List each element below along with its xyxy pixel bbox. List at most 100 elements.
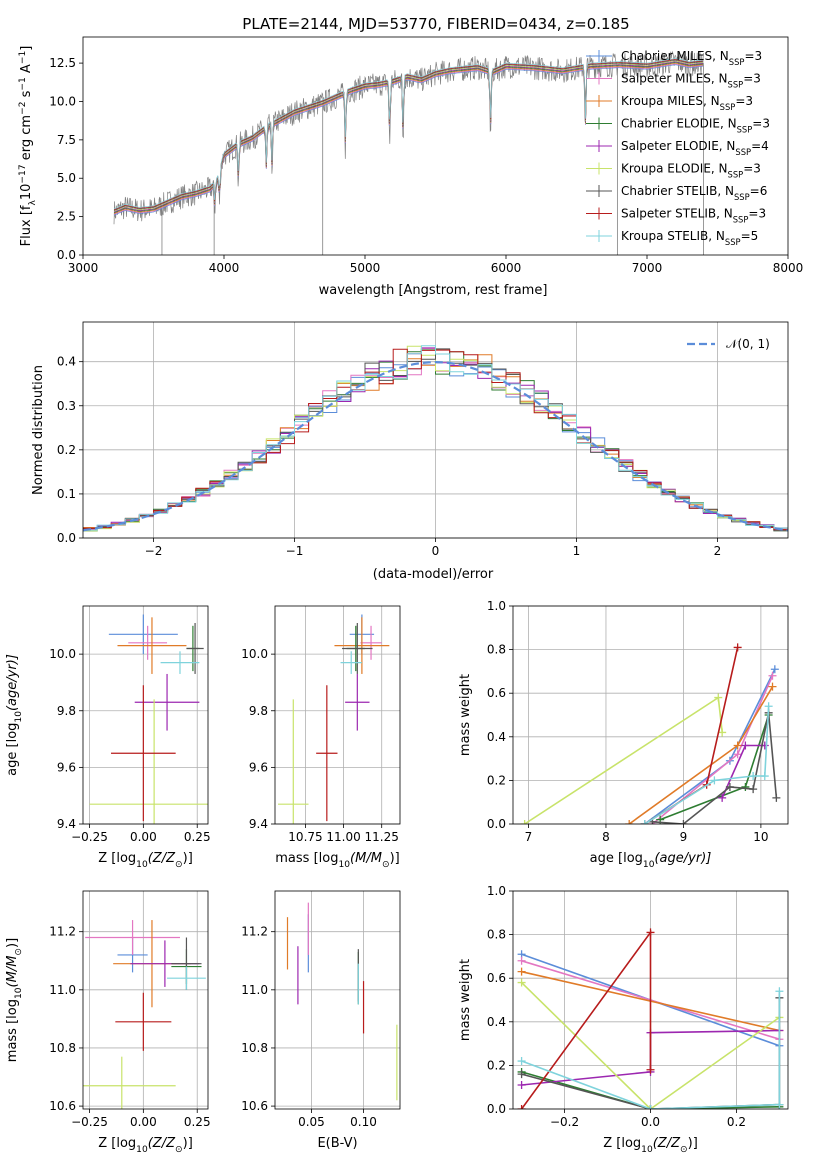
x-tick-label: 6000 <box>491 261 522 275</box>
model-line-chabrier_miles <box>113 64 703 216</box>
weight-marker-chabrier_stelib <box>725 782 734 791</box>
y-tick-label: 0.8 <box>487 928 506 942</box>
legend-normal-label: 𝒩(0, 1) <box>726 337 770 351</box>
y-tick-label: 10.8 <box>49 1041 76 1055</box>
x-tick-label: −0.25 <box>71 1115 108 1129</box>
plot-area <box>517 928 784 1109</box>
x-tick-label: 8000 <box>773 261 804 275</box>
y-tick-label: 0.3 <box>57 399 76 413</box>
weight-marker-chabrier_miles <box>770 665 779 674</box>
y-tick-label: 12.5 <box>49 56 76 70</box>
y-axis-label: mass [log10(M/M⊙)] <box>5 938 24 1062</box>
x-tick-label: 1 <box>573 544 581 558</box>
figure-title: PLATE=2144, MJD=53770, FIBERID=0434, z=0… <box>242 15 629 33</box>
weight-marker-kroupa_miles <box>625 820 634 824</box>
weight-marker-salpeter_miles <box>517 956 526 965</box>
weight-marker-kroupa_miles <box>733 741 742 750</box>
y-tick-label: 10.6 <box>241 1099 268 1113</box>
x-tick-label: 10.75 <box>288 830 322 844</box>
y-tick-label: 0.0 <box>487 817 506 831</box>
y-tick-label: 9.8 <box>57 704 76 718</box>
model-line-salpeter_elodie <box>113 61 703 213</box>
model-line-chabrier_elodie <box>113 61 703 214</box>
x-tick-label: 0.2 <box>727 1115 746 1129</box>
weight-marker-salpeter_elodie <box>741 741 750 750</box>
weight-line-kroupa_elodie <box>521 982 780 1109</box>
weight-marker-salpeter_stelib <box>733 643 742 652</box>
weight-marker-chabrier_elodie <box>741 782 750 791</box>
legend-label-chabrier_stelib: Chabrier STELIB, NSSP=6 <box>621 184 767 202</box>
y-axis-label: age [log10(age/yr)] <box>5 654 24 776</box>
x-tick-label: 7 <box>525 830 533 844</box>
x-tick-label: 7000 <box>632 261 663 275</box>
x-axis-label: mass [log10(M/M⊙)] <box>275 851 399 870</box>
y-tick-label: 0.4 <box>487 730 506 744</box>
weight-line-kroupa_elodie <box>524 696 723 824</box>
y-tick-label: 11.0 <box>241 983 268 997</box>
weight-marker-salpeter_elodie <box>718 793 727 802</box>
axes-frame <box>82 321 789 539</box>
x-tick-label: 0.0 <box>641 1115 660 1129</box>
legend: Chabrier MILES, NSSP=3 Salpeter MILES, NS… <box>586 49 770 247</box>
y-tick-label: 0.2 <box>487 1058 506 1072</box>
model-line-salpeter_miles <box>113 63 703 215</box>
x-tick-label: 5000 <box>350 261 381 275</box>
legend-label-kroupa_stelib: Kroupa STELIB, NSSP=5 <box>621 229 758 247</box>
weight-marker-salpeter_miles <box>733 750 742 759</box>
y-tick-label: 11.0 <box>49 983 76 997</box>
legend-label-salpeter_stelib: Salpeter STELIB, NSSP=3 <box>621 207 766 225</box>
y-tick-label: 0.4 <box>57 355 76 369</box>
y-tick-label: 10.8 <box>241 1041 268 1055</box>
y-tick-label: 9.4 <box>249 817 268 831</box>
x-axis-label: wavelength [Angstrom, rest frame] <box>319 283 548 298</box>
axes-frame <box>512 890 789 1110</box>
weight-marker-kroupa_stelib <box>646 1105 655 1109</box>
legend-label-kroupa_elodie: Kroupa ELODIE, NSSP=3 <box>621 162 761 180</box>
axes-frame <box>274 890 401 1110</box>
plot-area <box>89 614 208 824</box>
x-axis-label: (data-model)/error <box>373 567 494 582</box>
weight-marker-kroupa_stelib <box>775 987 784 996</box>
x-tick-label: 3000 <box>68 261 99 275</box>
weight-marker-kroupa_elodie <box>718 728 727 737</box>
weight-marker-salpeter_stelib <box>517 1105 526 1109</box>
weight-vs-age-panel: 7 8 9 10 0.0 0.2 0.4 0.6 0.8 1.0 age [log10(age/yr… <box>458 599 789 870</box>
x-tick-label: 0 <box>432 544 440 558</box>
weight-marker-chabrier_stelib <box>679 820 688 824</box>
x-tick-label: 0.00 <box>130 830 157 844</box>
legend-label-kroupa_miles: Kroupa MILES, NSSP=3 <box>621 94 753 112</box>
legend-label-salpeter_elodie: Salpeter ELODIE, NSSP=4 <box>621 139 769 157</box>
weight-marker-kroupa_stelib <box>517 1057 526 1066</box>
plot-area <box>83 920 206 1109</box>
x-axis-label: Z [log10(Z/Z⊙)] <box>603 1136 698 1155</box>
y-tick-label: 7.5 <box>57 133 76 147</box>
weight-marker-kroupa_stelib <box>710 776 719 785</box>
axes-frame <box>82 36 789 256</box>
plot-area <box>113 50 704 255</box>
plot-area <box>83 345 788 532</box>
weight-marker-kroupa_stelib <box>749 772 758 781</box>
weight-line-kroupa_stelib <box>521 991 781 1109</box>
y-tick-label: 11.2 <box>241 925 268 939</box>
y-tick-label: 1.0 <box>487 884 506 898</box>
x-axis-label: E(B-V) <box>317 1136 357 1151</box>
x-tick-label: 8 <box>602 830 610 844</box>
y-tick-label: 9.4 <box>57 817 76 831</box>
x-tick-label: 11.25 <box>365 830 399 844</box>
y-axis-label: Flux [fλ10−17 erg cm−2 s−1 A−1] <box>18 46 38 247</box>
x-tick-label: 10 <box>753 830 768 844</box>
y-tick-label: 5.0 <box>57 171 76 185</box>
y-tick-label: 0.4 <box>487 1015 506 1029</box>
y-tick-label: 10.6 <box>49 1099 76 1113</box>
model-line-salpeter_stelib <box>113 59 703 211</box>
y-tick-label: 9.6 <box>249 760 268 774</box>
x-tick-label: 2 <box>714 544 722 558</box>
y-tick-label: 0.8 <box>487 643 506 657</box>
x-tick-label: 0.25 <box>184 830 211 844</box>
plot-area <box>286 902 398 1101</box>
x-tick-label: 9 <box>680 830 688 844</box>
y-tick-label: 0.0 <box>57 248 76 262</box>
y-tick-label: 11.2 <box>49 925 76 939</box>
weight-marker-chabrier_stelib <box>772 793 781 802</box>
